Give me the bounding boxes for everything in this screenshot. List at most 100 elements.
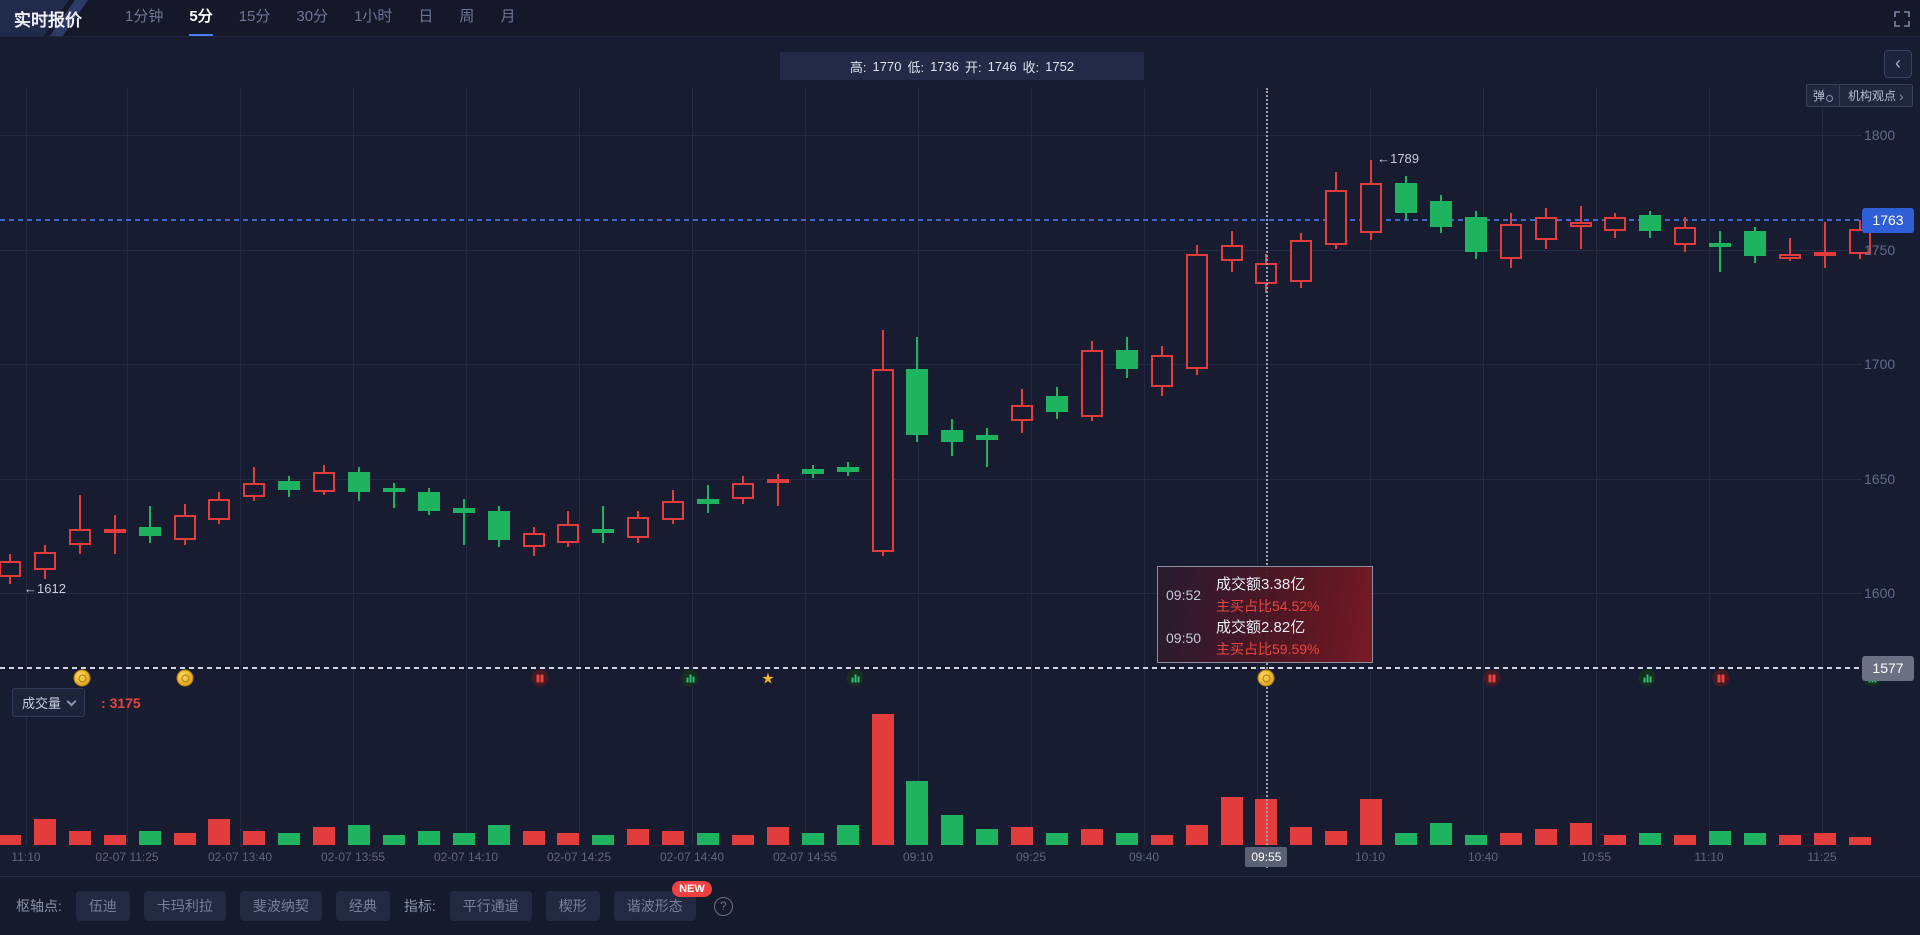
vertical-gridline xyxy=(127,88,128,845)
candle-body[interactable] xyxy=(487,510,510,541)
candle-body[interactable] xyxy=(1813,251,1836,257)
candle-body[interactable] xyxy=(243,483,266,497)
volume-indicator-dropdown[interactable]: 成交量 xyxy=(12,688,86,717)
tooltip-row: 09:52 成交额3.38亿 主买占比54.52% xyxy=(1166,573,1364,616)
buy-signal-icon[interactable] xyxy=(1638,669,1656,687)
volume-label: 成交量 xyxy=(22,696,62,711)
star-marker-icon[interactable]: ★ xyxy=(761,670,775,687)
candle-body[interactable] xyxy=(1360,183,1383,234)
candle-body[interactable] xyxy=(1499,224,1522,259)
tab-30分[interactable]: 30分 xyxy=(296,7,329,25)
candle-body[interactable] xyxy=(801,469,824,474)
institution-view-button[interactable]: 机构观点 › xyxy=(1840,85,1912,106)
candle-body[interactable] xyxy=(68,528,91,545)
candle-body[interactable] xyxy=(33,551,56,571)
candle-body[interactable] xyxy=(103,528,126,534)
help-icon[interactable]: ? xyxy=(713,896,733,916)
pivot-button-斐波纳契[interactable]: 斐波纳契 xyxy=(239,891,322,921)
candle-body[interactable] xyxy=(976,434,999,440)
candle-body[interactable] xyxy=(278,480,301,490)
pivot-button-卡玛利拉[interactable]: 卡玛利拉 xyxy=(143,891,226,921)
popup-toggle-button[interactable]: 弹 xyxy=(1807,85,1841,106)
candle-body[interactable] xyxy=(417,492,440,511)
candle-body[interactable] xyxy=(1395,183,1417,213)
candle-body[interactable] xyxy=(1778,254,1801,259)
candle-body[interactable] xyxy=(522,533,545,548)
candle-body[interactable] xyxy=(1080,350,1103,417)
candle-body[interactable] xyxy=(1220,244,1243,261)
indicator-button-平行通道[interactable]: 平行通道 xyxy=(449,891,532,921)
sell-signal-icon[interactable] xyxy=(531,669,549,687)
sell-signal-icon[interactable] xyxy=(1712,669,1730,687)
candle-body[interactable] xyxy=(1325,189,1348,245)
volume-bar xyxy=(1499,833,1522,845)
candle-body[interactable] xyxy=(452,508,475,513)
buy-signal-icon[interactable] xyxy=(681,669,699,687)
coin-marker-icon[interactable] xyxy=(73,669,91,687)
collapse-panel-button[interactable]: ‹ xyxy=(1884,50,1912,78)
candle-body[interactable] xyxy=(627,517,650,539)
candle-body[interactable] xyxy=(208,499,231,520)
tab-15分[interactable]: 15分 xyxy=(238,7,271,25)
tooltip-time: 09:52 xyxy=(1166,586,1202,603)
candle-body[interactable] xyxy=(1674,226,1697,245)
volume-pane-header: 成交量 : 3175 xyxy=(12,688,141,717)
candle-body[interactable] xyxy=(382,487,405,493)
tab-5分[interactable]: 5分 xyxy=(189,0,213,36)
candle-body[interactable] xyxy=(1290,240,1313,282)
indicator-button-谐波形态[interactable]: 谐波形态 NEW xyxy=(613,881,712,921)
candle-body[interactable] xyxy=(557,524,580,543)
volume-bar xyxy=(1360,799,1383,845)
open-value: 1746 xyxy=(987,58,1017,74)
coin-marker-icon[interactable] xyxy=(1257,669,1275,687)
candle-body[interactable] xyxy=(138,526,161,536)
coin-marker-icon[interactable] xyxy=(176,669,194,687)
pivot-label: 枢轴点: xyxy=(16,898,62,914)
candle-body[interactable] xyxy=(1011,405,1034,422)
tab-日[interactable]: 日 xyxy=(418,7,434,25)
price-axis-label: 1700 xyxy=(1864,356,1896,372)
candle-body[interactable] xyxy=(941,430,964,442)
tab-月[interactable]: 月 xyxy=(500,7,516,25)
candle-body[interactable] xyxy=(731,483,754,500)
tab-1分钟[interactable]: 1分钟 xyxy=(125,7,164,25)
pivot-button-伍迪[interactable]: 伍迪 xyxy=(75,891,130,921)
candle-body[interactable] xyxy=(1115,350,1138,369)
candle-body[interactable] xyxy=(766,478,789,484)
vertical-gridline xyxy=(1370,88,1371,845)
candle-body[interactable] xyxy=(1429,201,1452,227)
tab-周[interactable]: 周 xyxy=(459,7,475,25)
candle-body[interactable] xyxy=(348,471,370,493)
candle-body[interactable] xyxy=(313,471,336,493)
candle-body[interactable] xyxy=(1848,228,1871,255)
candle-body[interactable] xyxy=(1464,217,1487,252)
candle-body[interactable] xyxy=(1534,217,1557,241)
candle-body[interactable] xyxy=(1046,396,1068,413)
candle-body[interactable] xyxy=(906,368,929,435)
buy-signal-icon[interactable] xyxy=(846,669,864,687)
indicator-label: 指标: xyxy=(403,898,436,914)
candle-body[interactable] xyxy=(1744,231,1766,257)
candle-body[interactable] xyxy=(697,499,719,504)
pivot-button-经典[interactable]: 经典 xyxy=(335,891,390,921)
candle-body[interactable] xyxy=(1639,215,1662,232)
candle-body[interactable] xyxy=(1185,254,1208,369)
sell-signal-icon[interactable] xyxy=(1483,669,1501,687)
candle-body[interactable] xyxy=(592,528,615,534)
candle-body[interactable] xyxy=(836,467,859,472)
tooltip-turnover: 成交额2.82亿 xyxy=(1216,619,1306,636)
horizontal-gridline xyxy=(0,593,1862,594)
candle-body[interactable] xyxy=(871,368,894,552)
indicator-button-楔形[interactable]: 楔形 xyxy=(545,891,600,921)
expand-icon[interactable] xyxy=(1892,9,1912,29)
candle-body[interactable] xyxy=(1569,222,1592,227)
candle-body[interactable] xyxy=(662,501,685,520)
candle-body[interactable] xyxy=(1150,354,1173,387)
tab-1小时[interactable]: 1小时 xyxy=(354,7,393,25)
candle-body[interactable] xyxy=(173,515,196,541)
candle-body[interactable] xyxy=(0,560,21,577)
candle-body[interactable] xyxy=(1604,217,1627,232)
candle-body[interactable] xyxy=(1709,242,1732,248)
volume-bar xyxy=(697,833,719,845)
